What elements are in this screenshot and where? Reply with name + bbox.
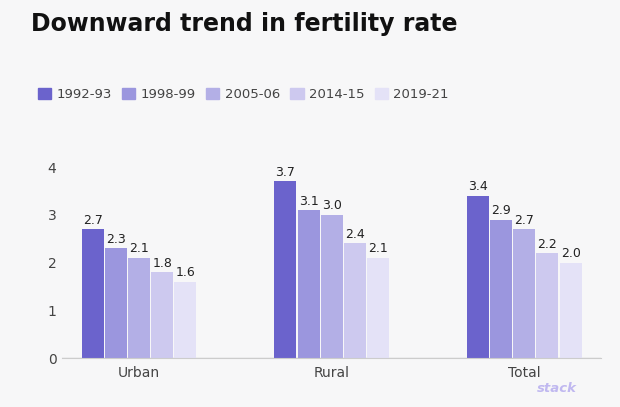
Legend: 1992-93, 1998-99, 2005-06, 2014-15, 2019-21: 1992-93, 1998-99, 2005-06, 2014-15, 2019… bbox=[38, 88, 449, 101]
Bar bbox=[174, 282, 197, 358]
Text: 2.1: 2.1 bbox=[129, 243, 149, 256]
Bar bbox=[513, 229, 535, 358]
Text: stack: stack bbox=[536, 382, 577, 395]
Text: 3.1: 3.1 bbox=[299, 195, 319, 208]
Text: 2.0: 2.0 bbox=[560, 247, 580, 260]
Text: 2.3: 2.3 bbox=[106, 233, 126, 246]
Text: 2.2: 2.2 bbox=[538, 238, 557, 251]
Bar bbox=[82, 229, 104, 358]
Bar bbox=[367, 258, 389, 358]
Bar bbox=[151, 272, 173, 358]
Bar bbox=[275, 182, 296, 358]
Text: 1.8: 1.8 bbox=[153, 257, 172, 270]
Bar bbox=[321, 215, 343, 358]
Bar bbox=[344, 243, 366, 358]
Bar bbox=[467, 196, 489, 358]
Bar bbox=[536, 253, 559, 358]
Text: 1.6: 1.6 bbox=[175, 266, 195, 279]
Text: Downward trend in fertility rate: Downward trend in fertility rate bbox=[31, 12, 458, 36]
Text: 2.7: 2.7 bbox=[515, 214, 534, 227]
Bar bbox=[105, 248, 127, 358]
Text: 2.9: 2.9 bbox=[492, 204, 511, 217]
Text: 2.1: 2.1 bbox=[368, 243, 388, 256]
Text: 3.4: 3.4 bbox=[468, 180, 488, 193]
Bar bbox=[490, 220, 512, 358]
Bar bbox=[128, 258, 150, 358]
Bar bbox=[298, 210, 319, 358]
Bar bbox=[560, 263, 582, 358]
Text: 2.4: 2.4 bbox=[345, 228, 365, 241]
Text: 3.0: 3.0 bbox=[322, 199, 342, 212]
Text: 2.7: 2.7 bbox=[83, 214, 103, 227]
Text: 3.7: 3.7 bbox=[275, 166, 295, 179]
